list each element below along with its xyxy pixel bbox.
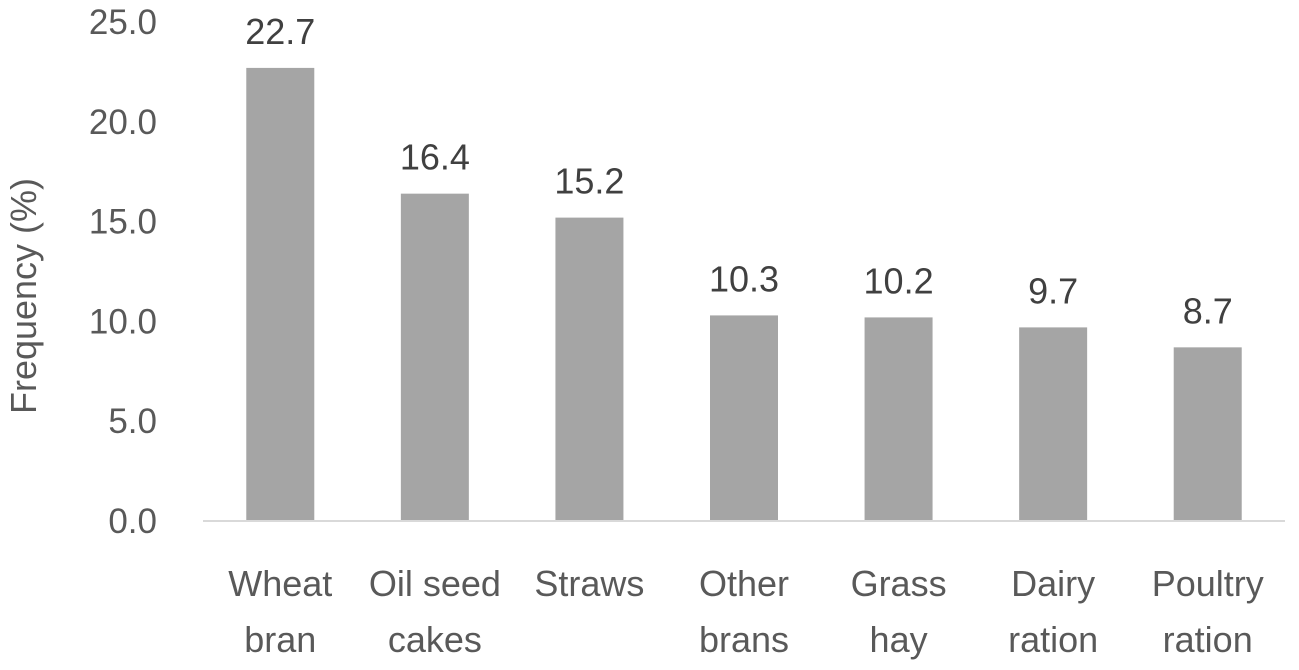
bars xyxy=(246,67,1242,522)
bar-value-label: 9.7 xyxy=(1028,270,1078,311)
category-label: Oil seed xyxy=(369,563,501,604)
category-label: Dairy xyxy=(1011,563,1095,604)
bar-value-label: 15.2 xyxy=(554,161,624,202)
bar-value-label: 10.3 xyxy=(709,258,779,299)
category-label: brans xyxy=(699,619,789,660)
bar-value-label: 8.7 xyxy=(1183,290,1233,331)
bar xyxy=(1019,327,1088,521)
y-tick-label: 0.0 xyxy=(108,502,157,541)
y-axis-title: Frequency (%) xyxy=(3,178,44,414)
category-label: Straws xyxy=(534,563,644,604)
category-label: Poultry xyxy=(1152,563,1264,604)
category-label: bran xyxy=(244,619,316,660)
bar-value-label: 16.4 xyxy=(400,137,470,178)
category-label: Wheat xyxy=(228,563,332,604)
bar-value-label: 22.7 xyxy=(245,11,315,52)
category-label: cakes xyxy=(388,619,482,660)
x-axis-categories: Wheat bran Oil seed cakes Straws Other brans Gr… xyxy=(228,563,1263,660)
bar xyxy=(555,217,624,521)
category-label: ration xyxy=(1008,619,1098,660)
category-label: hay xyxy=(870,619,928,660)
bar xyxy=(1173,347,1242,521)
bar-value-label: 10.2 xyxy=(864,260,934,301)
data-labels: 22.7 16.4 15.2 10.3 10.2 9.7 8.7 xyxy=(245,11,1232,331)
y-tick-label: 10.0 xyxy=(89,302,157,341)
category-label: Grass xyxy=(851,563,947,604)
bar xyxy=(246,67,315,522)
y-axis-ticks: 0.0 5.0 10.0 15.0 20.0 25.0 xyxy=(89,3,157,541)
y-tick-label: 20.0 xyxy=(89,103,157,142)
y-tick-label: 5.0 xyxy=(108,402,157,441)
bar xyxy=(400,193,469,521)
y-tick-label: 15.0 xyxy=(89,203,157,242)
y-tick-label: 25.0 xyxy=(89,3,157,42)
bar xyxy=(710,315,778,521)
bar xyxy=(864,317,933,521)
category-label: ration xyxy=(1163,619,1253,660)
category-label: Other xyxy=(699,563,789,604)
